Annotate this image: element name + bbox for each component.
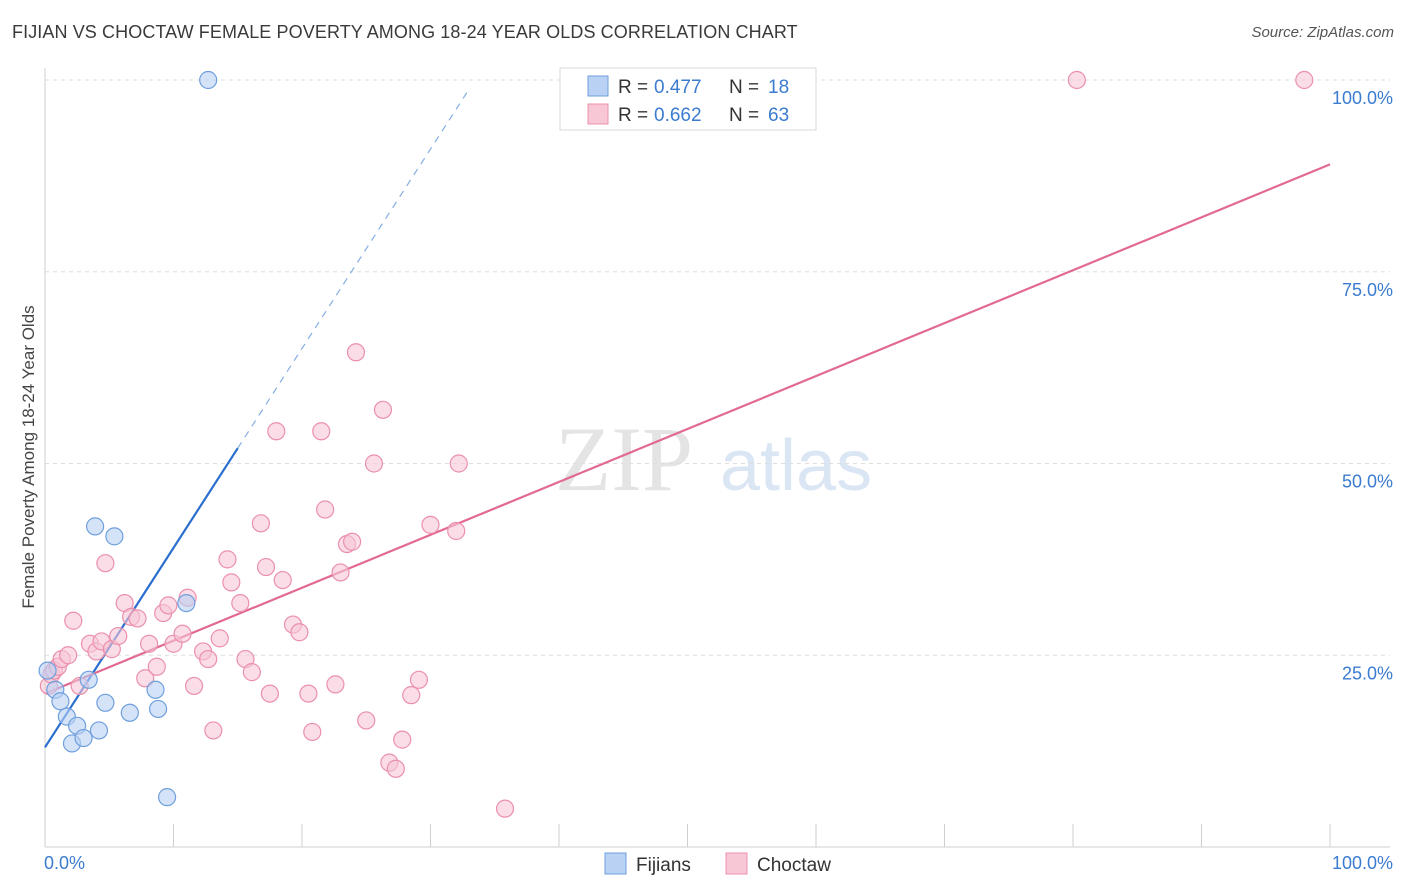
series-legend-swatch-fijians [604,852,627,875]
x-tick-label-0: 0.0% [44,853,85,873]
point-choctaw-38 [267,422,286,441]
point-choctaw-52 [364,454,384,473]
point-choctaw-39 [273,570,292,590]
point-choctaw-35 [251,514,270,533]
point-fijians-12 [120,703,139,722]
point-choctaw-31 [222,573,241,592]
point-fijians-8 [86,517,105,536]
y-tick-label-2: 75.0% [1342,280,1393,300]
y-axis-label: Female Poverty Among 18-24 Year Olds [19,305,38,608]
point-choctaw-50 [346,343,366,362]
point-choctaw-36 [256,557,276,577]
legend-r-value-fijians: 0.477 [654,77,702,98]
series-legend: Fijians Choctaw [604,852,831,876]
series-legend-label-choctaw: Choctaw [757,855,831,876]
point-choctaw-60 [447,521,466,541]
legend-n-value-choctaw: 63 [768,105,789,126]
point-choctaw-59 [421,515,440,534]
point-fijians-13 [146,680,165,699]
legend-r-label-choctaw: R = [618,105,648,126]
point-choctaw-58 [409,670,429,689]
point-fijians-7 [79,670,98,689]
y-tick-label-0: 25.0% [1342,663,1393,683]
stats-legend: R = 0.477 N = 18 R = 0.662 N = 63 [559,67,817,131]
source-credit: Source: ZipAtlas.com [1251,24,1394,41]
point-choctaw-63 [1067,70,1086,90]
y-tick-label-3: 100.0% [1332,88,1393,108]
point-choctaw-53 [373,400,393,419]
point-fijians-11 [105,527,124,546]
x-tick-label-1: 100.0% [1332,853,1393,873]
legend-n-label-choctaw: N = [729,105,759,126]
legend-swatch-fijians [587,75,609,97]
point-fijians-15 [157,788,177,807]
series-legend-label-fijians: Fijians [636,855,691,876]
y-tick-label-1: 50.0% [1342,472,1393,492]
point-choctaw-11 [96,554,115,573]
point-choctaw-37 [260,684,279,703]
point-fijians-17 [199,70,218,90]
legend-n-value-fijians: 18 [768,77,789,98]
point-choctaw-43 [303,722,322,742]
data-points [38,70,1314,818]
trendlines [44,88,1331,748]
point-choctaw-23 [173,624,192,643]
trendline-fijians-extension [237,88,470,449]
point-choctaw-49 [343,532,362,551]
point-choctaw-56 [393,730,412,749]
point-choctaw-17 [136,669,155,688]
point-choctaw-30 [218,550,237,569]
point-fijians-9 [89,721,109,740]
gridlines [45,79,1390,656]
axes [44,68,1390,848]
point-choctaw-27 [199,649,218,669]
point-choctaw-6 [64,611,83,630]
point-fijians-6 [74,728,93,748]
point-fijians-10 [96,693,115,712]
point-choctaw-28 [204,721,223,740]
watermark-atlas: atlas [720,426,872,506]
x-tick-labels: 0.0% 100.0% [44,853,1393,873]
watermark-zip: ZIP [555,408,693,510]
chart-title: FIJIAN VS CHOCTAW FEMALE POVERTY AMONG 1… [12,22,798,42]
y-tick-labels: 25.0% 50.0% 75.0% 100.0% [1332,88,1393,683]
point-choctaw-61 [449,454,468,473]
series-legend-swatch-choctaw [725,852,748,875]
point-choctaw-41 [290,623,309,642]
point-fijians-2 [51,692,70,711]
point-fijians-16 [177,593,196,613]
point-choctaw-21 [159,596,178,615]
watermark: ZIP atlas [555,408,872,510]
point-choctaw-42 [299,684,318,703]
trendline-choctaw [44,163,1331,695]
point-choctaw-45 [316,500,335,519]
point-choctaw-32 [231,593,250,613]
point-choctaw-51 [357,711,376,730]
point-choctaw-18 [139,634,159,653]
legend-n-label-fijians: N = [729,77,759,98]
point-choctaw-47 [331,563,350,582]
point-choctaw-55 [386,759,405,778]
point-choctaw-5 [59,646,78,665]
point-choctaw-29 [210,629,229,648]
point-choctaw-57 [402,686,421,705]
point-fijians-14 [148,699,168,719]
point-choctaw-44 [312,422,331,441]
legend-r-value-choctaw: 0.662 [654,105,702,126]
legend-swatch-choctaw [587,103,609,125]
point-choctaw-34 [242,663,261,682]
point-choctaw-25 [184,676,204,696]
point-choctaw-64 [1295,70,1314,90]
point-choctaw-16 [128,609,147,628]
trendline-fijians [44,447,239,748]
point-choctaw-46 [326,675,345,694]
point-choctaw-13 [109,626,128,646]
point-fijians-0 [38,661,57,680]
point-choctaw-62 [495,799,515,818]
point-choctaw-19 [147,657,166,676]
legend-r-label-fijians: R = [618,77,648,98]
